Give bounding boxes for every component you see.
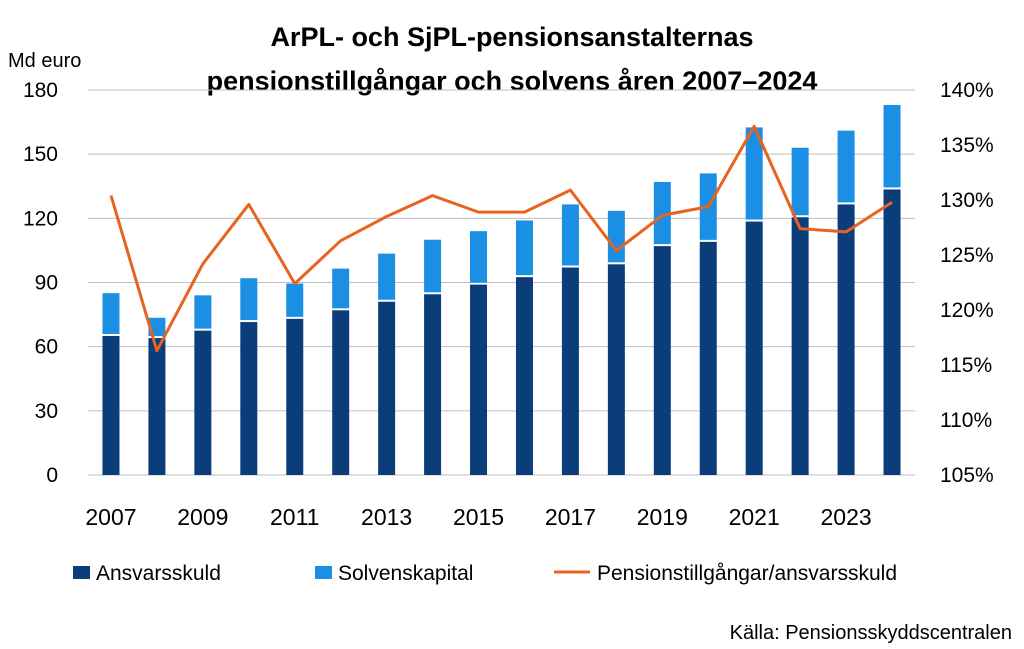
bar-solvenskapital-2010 bbox=[240, 278, 258, 321]
bar-ansvarsskuld-2017 bbox=[561, 267, 579, 475]
bar-ansvarsskuld-2022 bbox=[791, 217, 809, 475]
legend-label-pensionstillgangar: Pensionstillgångar/ansvarsskuld bbox=[597, 562, 897, 585]
legend-swatch-ansvarsskuld bbox=[73, 566, 90, 579]
legend-swatch-solvenskapital bbox=[315, 566, 332, 579]
left-y-tick-label: 150 bbox=[23, 143, 58, 166]
bar-ansvarsskuld-2014 bbox=[424, 294, 442, 475]
bar-solvenskapital-2018 bbox=[607, 210, 625, 263]
legend-label-solvenskapital: Solvenskapital bbox=[338, 562, 473, 585]
bar-ansvarsskuld-2013 bbox=[378, 301, 396, 475]
bar-solvenskapital-2021 bbox=[745, 127, 763, 220]
x-tick-label: 2019 bbox=[637, 504, 688, 530]
bar-ansvarsskuld-2012 bbox=[332, 310, 350, 475]
right-y-tick-label: 115% bbox=[940, 354, 992, 377]
x-tick-label: 2013 bbox=[361, 504, 412, 530]
x-tick-label: 2023 bbox=[820, 504, 871, 530]
x-axis: 2007 2009 2011 2013 2015 2017 2019 2021 2023 bbox=[85, 504, 871, 530]
bar-solvenskapital-2022 bbox=[791, 147, 809, 216]
bar-solvenskapital-2019 bbox=[653, 181, 671, 245]
line-pensionstillgangar bbox=[109, 124, 893, 353]
legend-label-ansvarsskuld: Ansvarsskuld bbox=[96, 562, 221, 585]
bar-ansvarsskuld-2020 bbox=[699, 241, 717, 475]
bar-ansvarsskuld-2023 bbox=[837, 204, 855, 476]
bar-ansvarsskuld-2015 bbox=[470, 284, 488, 475]
bar-ansvarsskuld-2021 bbox=[745, 221, 763, 475]
right-y-tick-label: 110% bbox=[940, 409, 992, 432]
bar-solvenskapital-2012 bbox=[332, 268, 350, 309]
bar-ansvarsskuld-2010 bbox=[240, 322, 258, 475]
bar-solvenskapital-2013 bbox=[378, 253, 396, 300]
bar-ansvarsskuld-2007 bbox=[102, 335, 120, 475]
left-y-tick-label: 30 bbox=[35, 400, 58, 423]
bar-solvenskapital-2016 bbox=[515, 220, 533, 276]
bar-solvenskapital-2014 bbox=[424, 239, 442, 293]
bar-ansvarsskuld-2016 bbox=[515, 277, 533, 475]
bar-ansvarsskuld-2008 bbox=[148, 338, 166, 475]
right-y-tick-label: 125% bbox=[940, 244, 994, 267]
bar-solvenskapital-2009 bbox=[194, 295, 212, 329]
bar-ansvarsskuld-2018 bbox=[607, 264, 625, 475]
bar-solvenskapital-2015 bbox=[470, 231, 488, 283]
bars bbox=[102, 104, 901, 476]
ratio-line bbox=[109, 124, 893, 353]
left-y-axis: 0 30 60 90 120 150 180 bbox=[23, 79, 58, 487]
left-y-tick-label: 60 bbox=[35, 336, 58, 359]
chart-title-line-2: pensionstillgångar och solvens åren 2007… bbox=[207, 66, 818, 96]
left-y-tick-label: 120 bbox=[23, 207, 58, 230]
legend: Ansvarsskuld Solvenskapital Pensionstill… bbox=[73, 562, 897, 585]
right-y-axis: 105% 110% 115% 120% 125% 130% 135% 140% bbox=[940, 79, 994, 487]
bar-ansvarsskuld-2019 bbox=[653, 246, 671, 475]
x-tick-label: 2007 bbox=[85, 504, 136, 530]
right-y-tick-label: 130% bbox=[940, 189, 994, 212]
left-y-tick-label: 0 bbox=[46, 464, 58, 487]
bar-solvenskapital-2024 bbox=[883, 104, 901, 188]
x-tick-label: 2009 bbox=[177, 504, 228, 530]
left-y-tick-label: 180 bbox=[23, 79, 58, 102]
bar-ansvarsskuld-2011 bbox=[286, 318, 304, 475]
bar-solvenskapital-2017 bbox=[561, 204, 579, 266]
right-y-tick-label: 135% bbox=[940, 134, 994, 157]
bar-solvenskapital-2011 bbox=[286, 283, 304, 317]
left-y-tick-label: 90 bbox=[35, 272, 58, 295]
right-y-tick-label: 120% bbox=[940, 299, 994, 322]
right-y-tick-label: 140% bbox=[940, 79, 994, 102]
source-note: Källa: Pensionsskyddscentralen bbox=[730, 622, 1012, 644]
bar-ansvarsskuld-2024 bbox=[883, 189, 901, 476]
right-y-tick-label: 105% bbox=[940, 464, 994, 487]
x-tick-label: 2017 bbox=[545, 504, 596, 530]
x-tick-label: 2021 bbox=[729, 504, 780, 530]
x-tick-label: 2015 bbox=[453, 504, 504, 530]
grid-lines bbox=[88, 89, 915, 476]
bar-solvenskapital-2023 bbox=[837, 130, 855, 203]
x-tick-label: 2011 bbox=[270, 504, 319, 530]
bar-solvenskapital-2007 bbox=[102, 293, 120, 334]
bar-ansvarsskuld-2009 bbox=[194, 330, 212, 475]
y-axis-unit-label: Md euro bbox=[8, 50, 81, 72]
chart-title-line-1: ArPL- och SjPL-pensionsanstalternas bbox=[270, 22, 753, 52]
